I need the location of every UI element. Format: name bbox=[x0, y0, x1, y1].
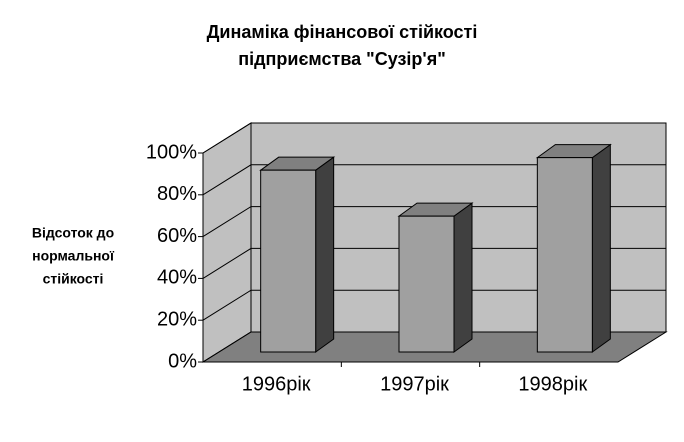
y-tick-label: 80% bbox=[157, 183, 197, 205]
bar-side bbox=[591, 143, 611, 353]
y-axis-label: стійкості bbox=[43, 271, 104, 287]
bar bbox=[536, 157, 593, 353]
y-tick-label: 20% bbox=[157, 308, 197, 330]
bar-side bbox=[453, 202, 473, 353]
bar bbox=[260, 169, 317, 353]
grid-line bbox=[202, 289, 666, 321]
side-wall bbox=[202, 122, 252, 363]
grid-line bbox=[202, 206, 666, 238]
y-tick-label: 100% bbox=[146, 141, 197, 163]
grid-line bbox=[202, 122, 666, 154]
grid-line bbox=[202, 331, 666, 363]
x-tick-label: 1998рік bbox=[518, 373, 587, 395]
x-tick-label: 1997рік bbox=[380, 373, 449, 395]
chart-title: підприємства "Сузір'я" bbox=[238, 49, 445, 69]
x-tick-label: 1996рік bbox=[242, 373, 311, 395]
grid-line bbox=[202, 247, 666, 279]
y-tick-label: 60% bbox=[157, 225, 197, 247]
grid-line bbox=[202, 164, 666, 196]
bar bbox=[398, 215, 455, 353]
y-tick-label: 0% bbox=[168, 350, 197, 372]
y-tick-label: 40% bbox=[157, 267, 197, 289]
y-axis-label: Відсоток до bbox=[32, 225, 114, 241]
y-axis-label: нормальної bbox=[32, 248, 115, 264]
chart-title: Динаміка фінансової стійкості bbox=[207, 22, 478, 42]
bar-side bbox=[315, 156, 335, 353]
